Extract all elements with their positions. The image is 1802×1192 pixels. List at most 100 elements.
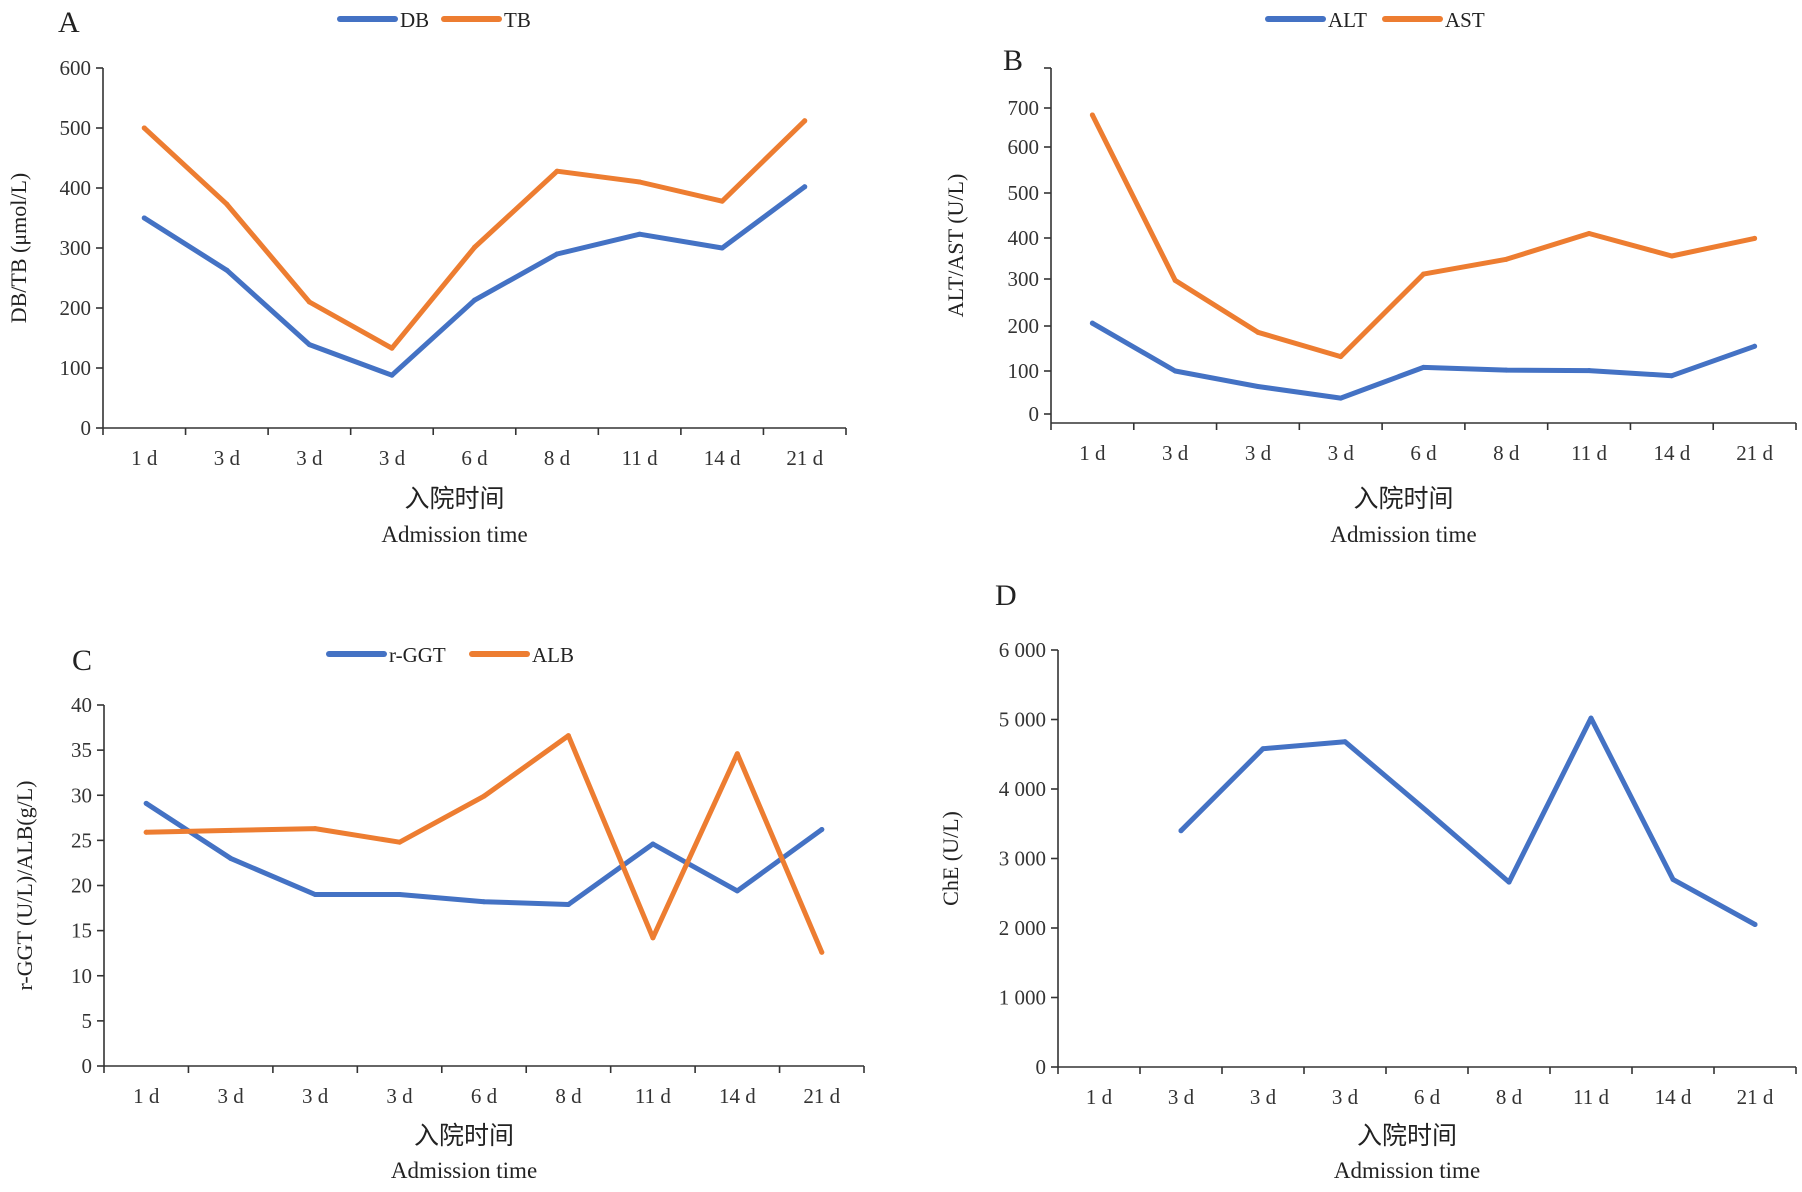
panel-a: A 0 100 200 300 400 500 600 1 d 3 d 3 d 3 d 6 d 8 d 11… — [6, 6, 847, 547]
y-tick-label-d: 1 000 — [999, 986, 1046, 1010]
y-tick-label-c: 0 — [82, 1054, 93, 1078]
data-point-d-series — [1178, 828, 1184, 834]
x-tick-label-c: 1 d — [133, 1084, 160, 1108]
y-tick-label-d: 5 000 — [999, 708, 1046, 732]
data-point-c-alb — [734, 751, 740, 757]
x-tick-label-c: 6 d — [471, 1084, 498, 1108]
y-tick-label-d: 3 000 — [999, 847, 1046, 871]
panel-letter-d: D — [995, 579, 1017, 612]
y-axis-title-a: DB/TB (μmol/L) — [6, 173, 31, 324]
x-tick-label-d: 8 d — [1496, 1085, 1523, 1109]
data-point-d-series — [1342, 739, 1348, 745]
data-point-b-alt — [1669, 373, 1675, 379]
data-point-c-alb — [397, 839, 403, 845]
y-tick-label-c: 10 — [71, 964, 92, 988]
data-point-b-alt — [1586, 368, 1592, 374]
data-point-a-db — [637, 231, 643, 237]
data-point-a-db — [306, 342, 312, 348]
series-line-c-r-ggt — [143, 800, 825, 907]
y-tick-label-c: 20 — [71, 874, 92, 898]
data-point-a-db — [802, 184, 808, 190]
x-tick-label-b: 1 d — [1079, 441, 1106, 465]
data-point-b-alt — [1338, 395, 1344, 401]
x-axis-title-cn-a: 入院时间 — [404, 484, 504, 513]
data-point-b-alt — [1503, 367, 1509, 373]
x-tick-label-d: 3 d — [1250, 1085, 1277, 1109]
data-point-b-alt — [1172, 368, 1178, 374]
data-point-c-alb — [819, 949, 825, 955]
data-point-a-tb — [554, 168, 560, 174]
data-point-d-series — [1670, 876, 1676, 882]
y-tick-label-c: 30 — [71, 783, 92, 807]
series-line-b-alt — [1089, 320, 1758, 401]
x-tick-label-d: 3 d — [1332, 1085, 1359, 1109]
data-point-d-series — [1588, 715, 1594, 721]
data-point-a-db — [224, 267, 230, 273]
data-point-c-r-ggt — [228, 855, 234, 861]
x-tick-label-c: 3 d — [386, 1084, 413, 1108]
y-tick-label-c: 5 — [82, 1009, 93, 1033]
y-tick-label-c: 25 — [71, 828, 92, 852]
data-point-c-alb — [481, 793, 487, 799]
x-tick-label-a: 3 d — [379, 446, 406, 470]
data-point-b-ast — [1752, 235, 1758, 241]
data-point-a-db — [141, 215, 147, 221]
legend-label-b-ast: AST — [1445, 8, 1485, 32]
data-point-c-alb — [228, 827, 234, 833]
x-tick-label-d: 11 d — [1573, 1085, 1609, 1109]
x-tick-label-c: 3 d — [302, 1084, 329, 1108]
x-tick-label-c: 3 d — [218, 1084, 245, 1108]
y-tick-label-d: 2 000 — [999, 916, 1046, 940]
data-point-a-tb — [637, 179, 643, 185]
y-tick-label-a: 200 — [60, 296, 92, 320]
series-line-a-db — [141, 184, 808, 378]
data-point-b-ast — [1503, 256, 1509, 262]
panel-letter-a: A — [58, 6, 80, 39]
data-point-c-alb — [143, 829, 149, 835]
y-tick-label-b: 500 — [1008, 181, 1040, 205]
legend-label-a-db: DB — [400, 8, 429, 32]
data-point-a-tb — [472, 244, 477, 250]
y-tick-label-a: 400 — [60, 176, 92, 200]
panel-c: C 0 5 10 15 20 25 30 35 40 1 d 3 d 3 d 3 d 6 d 8 d 11 d 1… — [12, 643, 865, 1183]
data-point-c-alb — [565, 733, 571, 739]
data-point-b-ast — [1089, 112, 1095, 118]
y-tick-label-b: 300 — [1008, 267, 1040, 291]
y-tick-label-c: 40 — [71, 693, 92, 717]
data-point-b-alt — [1255, 383, 1261, 389]
data-point-a-tb — [306, 299, 312, 305]
data-point-a-tb — [224, 201, 230, 207]
x-tick-label-b: 21 d — [1736, 441, 1773, 465]
x-axis-title-en-a: Admission time — [381, 522, 527, 547]
data-point-a-tb — [719, 198, 725, 204]
x-tick-label-a: 14 d — [704, 446, 741, 470]
series-line-b-ast — [1089, 112, 1758, 360]
y-tick-label-d: 4 000 — [999, 777, 1046, 801]
x-tick-label-a: 11 d — [622, 446, 658, 470]
x-axis-title-en-d: Admission time — [1334, 1158, 1480, 1183]
series-line-a-tb — [141, 118, 808, 351]
data-point-c-r-ggt — [650, 841, 656, 847]
data-point-b-ast — [1669, 253, 1675, 259]
data-point-c-r-ggt — [819, 827, 825, 833]
data-point-a-tb — [141, 125, 147, 131]
legend-label-c-alb: ALB — [532, 643, 574, 667]
x-tick-label-d: 14 d — [1655, 1085, 1692, 1109]
panel-b: B 0 100 200 300 400 500 600 700 1 d 3 d 3 d 3 d 6 d 8 … — [943, 8, 1797, 547]
y-tick-label-b: 0 — [1029, 402, 1040, 426]
x-tick-label-c: 14 d — [719, 1084, 756, 1108]
data-point-c-r-ggt — [565, 901, 571, 907]
x-tick-label-d: 1 d — [1086, 1085, 1113, 1109]
y-tick-label-a: 500 — [60, 116, 92, 140]
data-point-c-alb — [650, 935, 656, 941]
x-tick-label-c: 11 d — [635, 1084, 671, 1108]
x-axis-title-en-b: Admission time — [1330, 522, 1476, 547]
panel-letter-c: C — [72, 644, 92, 677]
data-point-c-alb — [312, 826, 318, 832]
data-point-c-r-ggt — [312, 892, 318, 898]
x-tick-label-d: 21 d — [1737, 1085, 1774, 1109]
data-point-a-db — [719, 245, 725, 251]
y-tick-label-c: 15 — [71, 919, 92, 943]
y-axis-title-d: ChE (U/L) — [938, 811, 963, 906]
data-point-b-ast — [1586, 231, 1592, 236]
